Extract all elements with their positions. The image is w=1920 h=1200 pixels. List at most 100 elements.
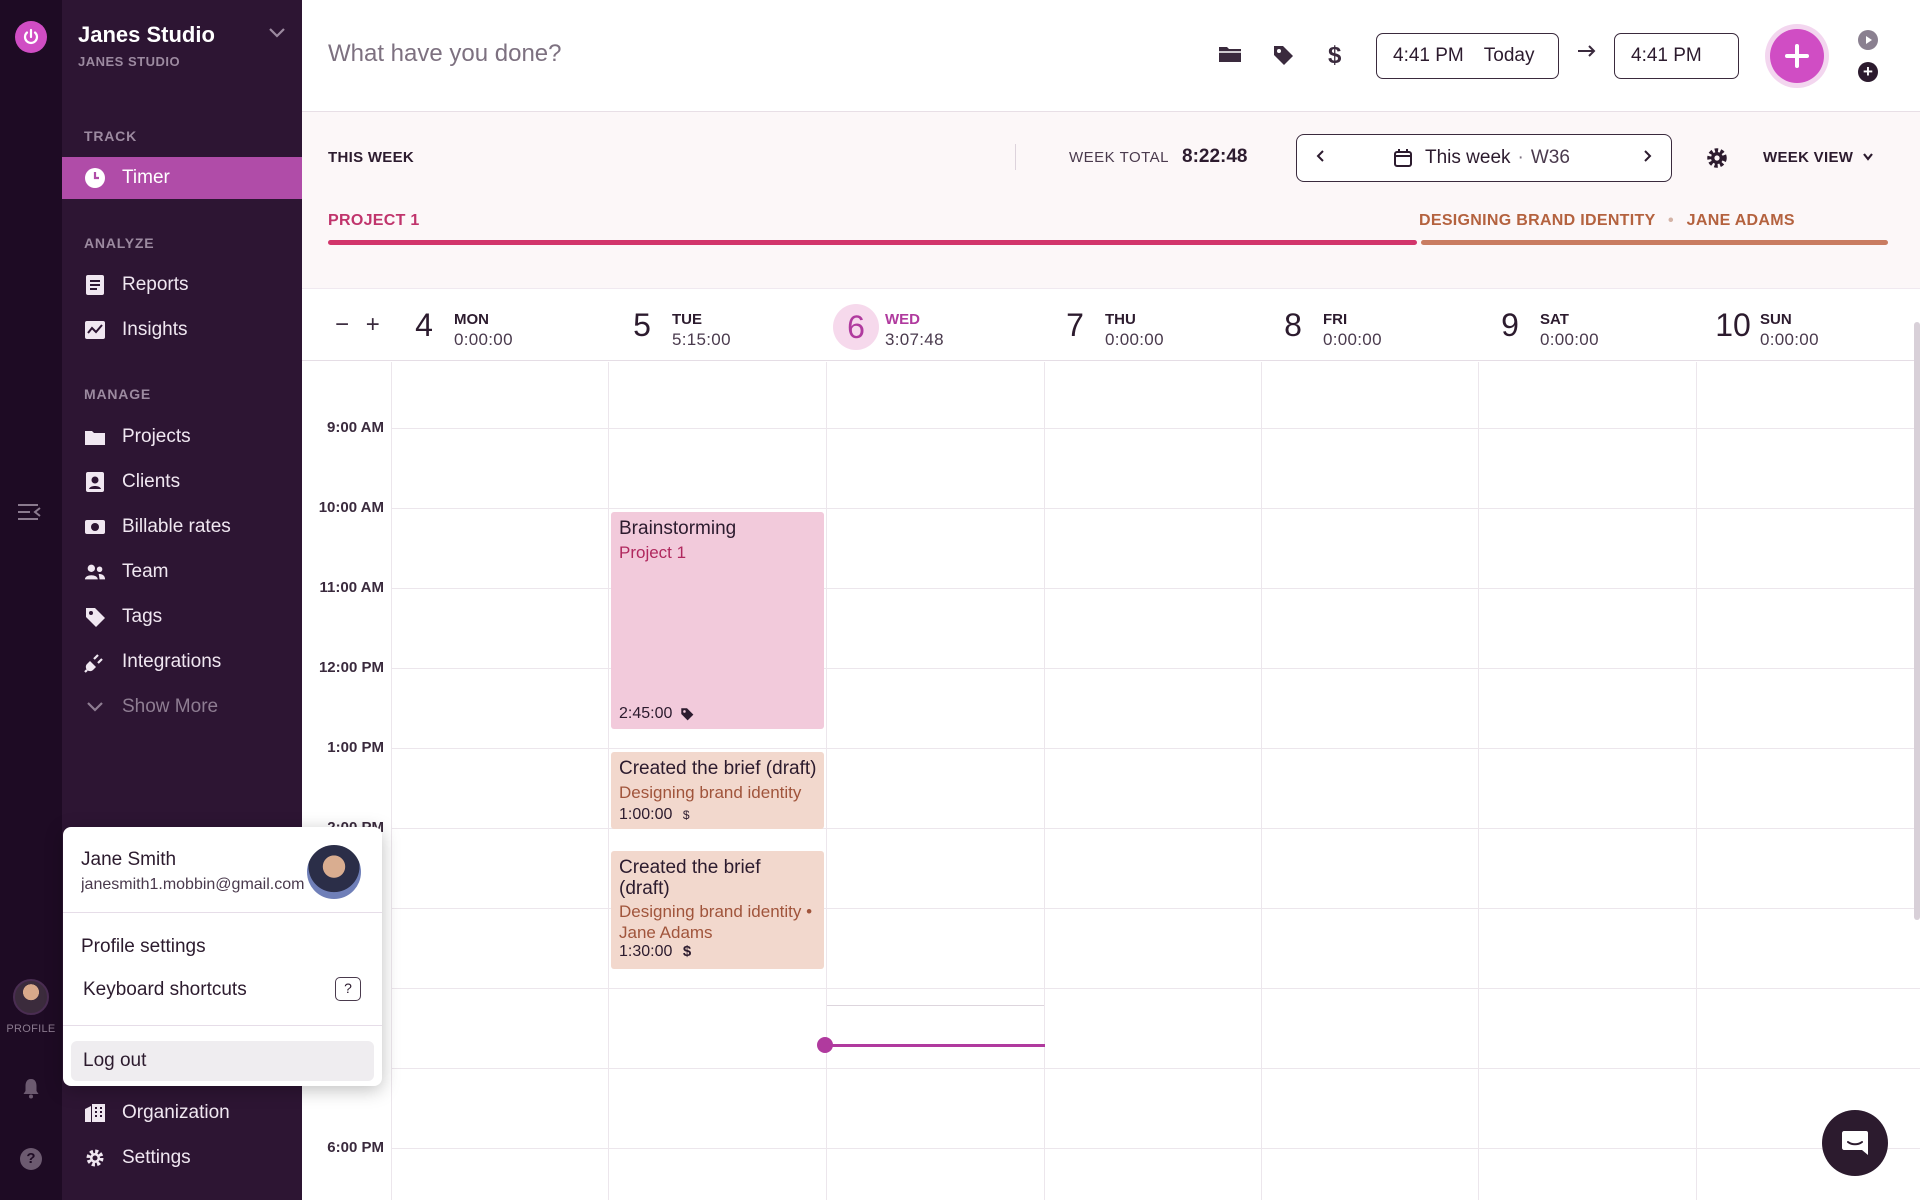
week-total-label: WEEK TOTAL [1069,149,1170,166]
day-duration: 0:00:00 [1540,330,1599,349]
gear-icon[interactable] [1705,146,1729,175]
week-range[interactable]: This week · W36 [1393,147,1570,169]
day-number: 6 [833,304,879,350]
sidebar-item-billable-rates[interactable]: Billable rates [62,506,302,548]
calendar-grid[interactable]: 9:00 AM 10:00 AM 11:00 AM 12:00 PM 1:00 … [302,362,1920,1200]
chevron-down-icon[interactable] [267,26,287,45]
week-picker[interactable]: This week · W36 [1296,134,1672,182]
workspace-switcher[interactable]: Janes Studio JANES STUDIO [78,22,215,69]
grid-line [827,1005,1044,1006]
power-icon[interactable] [15,21,47,53]
entry-project: Designing brand identity • Jane Adams [619,902,813,942]
sidebar-item-organization[interactable]: Organization [62,1092,302,1134]
sidebar-item-label: Billable rates [122,516,231,537]
grid-line [392,668,1920,669]
section-manage: MANAGE [84,386,152,402]
zoom-in-button[interactable]: + [365,311,380,338]
entry-duration: 1:00:00 [619,806,673,823]
sidebar-item-settings[interactable]: Settings [62,1137,302,1179]
sidebar-item-label: Clients [122,471,181,492]
chevron-down-icon [84,696,106,718]
time-entry[interactable]: Created the brief (draft) Designing bran… [611,752,824,829]
week-header: THIS WEEK WEEK TOTAL 8:22:48 This week ·… [302,112,1920,288]
plug-icon [84,651,106,673]
grid-line [392,588,1920,589]
logout-button[interactable]: Log out [71,1041,374,1081]
day-duration: 3:07:48 [885,330,944,349]
week-total-value: 8:22:48 [1182,146,1248,167]
day-number: 7 [1066,307,1084,343]
building-icon [84,1102,106,1124]
day-name: MON [454,311,489,328]
dollar-icon[interactable]: $ [1328,42,1342,69]
project-label: DESIGNING BRAND IDENTITY • JANE ADAMS [1419,212,1795,229]
day-name: WED [885,311,920,328]
days-row: − + 4 MON 0:00:00 5 TUE 5:15:00 6 WED 3:… [302,288,1920,361]
description-input[interactable]: What have you done? [328,40,562,67]
divider [1015,144,1016,170]
chevron-right-icon[interactable] [1643,148,1653,168]
add-entry-button[interactable] [1770,29,1824,83]
week-label: THIS WEEK [328,149,415,166]
zoom-controls: − + [335,311,380,339]
folder-icon[interactable] [1218,44,1242,69]
grid-line [608,362,609,1200]
sidebar-item-label: Tags [122,606,163,627]
timer-bar: What have you done? $ 4:41 PM Today 4:41… [302,0,1920,112]
sidebar-item-projects[interactable]: Projects [62,416,302,458]
sidebar-item-show-more[interactable]: Show More [62,686,302,728]
current-time-line [825,1044,1045,1047]
sidebar-item-clients[interactable]: Clients [62,461,302,503]
sidebar-item-integrations[interactable]: Integrations [62,641,302,683]
sidebar-item-timer[interactable]: Timer [62,157,302,199]
entry-project: Designing brand identity [619,783,802,802]
chevron-left-icon[interactable] [1315,148,1325,168]
entry-project: Project 1 [619,543,687,562]
sidebar-item-tags[interactable]: Tags [62,596,302,638]
time-entry[interactable]: Created the brief (draft) Designing bran… [611,851,824,969]
grid-line [1478,362,1479,1200]
sidebar-item-label: Integrations [122,651,222,672]
day-name: TUE [672,311,702,328]
start-time-field[interactable]: 4:41 PM Today [1376,33,1559,79]
sidebar-item-label: Show More [122,696,219,717]
entry-duration: 1:30:00 [619,943,673,960]
sidebar-item-label: Timer [122,167,170,188]
entry-title: Created the brief (draft) [619,857,761,899]
grid-line [1261,362,1262,1200]
grid-line [392,1148,1920,1149]
day-name: SAT [1540,311,1569,328]
end-time-field[interactable]: 4:41 PM [1614,33,1739,79]
sidebar-item-insights[interactable]: Insights [62,309,302,351]
project-name: DESIGNING BRAND IDENTITY [1419,212,1656,229]
day-number: 4 [415,307,433,343]
keyboard-shortcuts-link[interactable]: Keyboard shortcuts [83,979,247,1000]
collapse-sidebar-icon[interactable] [16,502,44,527]
entry-duration-row: 2:45:00 [619,705,694,723]
chat-support-button[interactable] [1822,1110,1888,1176]
sidebar-item-team[interactable]: Team [62,551,302,593]
divider [63,1025,382,1026]
time-entry[interactable]: Brainstorming Project 1 2:45:00 [611,512,824,729]
avatar[interactable] [13,979,49,1015]
bell-icon[interactable] [19,1076,43,1105]
zoom-out-button[interactable]: − [335,311,350,338]
help-icon[interactable]: ? [20,1148,42,1170]
plus-icon[interactable]: + [1858,62,1878,82]
scrollbar[interactable] [1914,322,1920,920]
workspace-subtitle: JANES STUDIO [78,54,181,69]
grid-line [392,828,1920,829]
calendar-icon [1394,149,1412,167]
profile-settings-link[interactable]: Profile settings [81,936,206,957]
view-selector[interactable]: WEEK VIEW [1763,149,1874,166]
dollar-icon: $ [682,808,690,822]
entry-duration-row: 1:30:00 $ [619,943,816,961]
play-icon[interactable] [1858,30,1878,50]
time-label: 11:00 AM [319,579,384,596]
day-name: SUN [1760,311,1792,328]
sidebar-item-reports[interactable]: Reports [62,264,302,306]
section-analyze: ANALYZE [84,235,155,251]
project-bar [1421,240,1888,245]
week-number: W36 [1530,147,1570,168]
tag-icon[interactable] [1272,44,1294,71]
